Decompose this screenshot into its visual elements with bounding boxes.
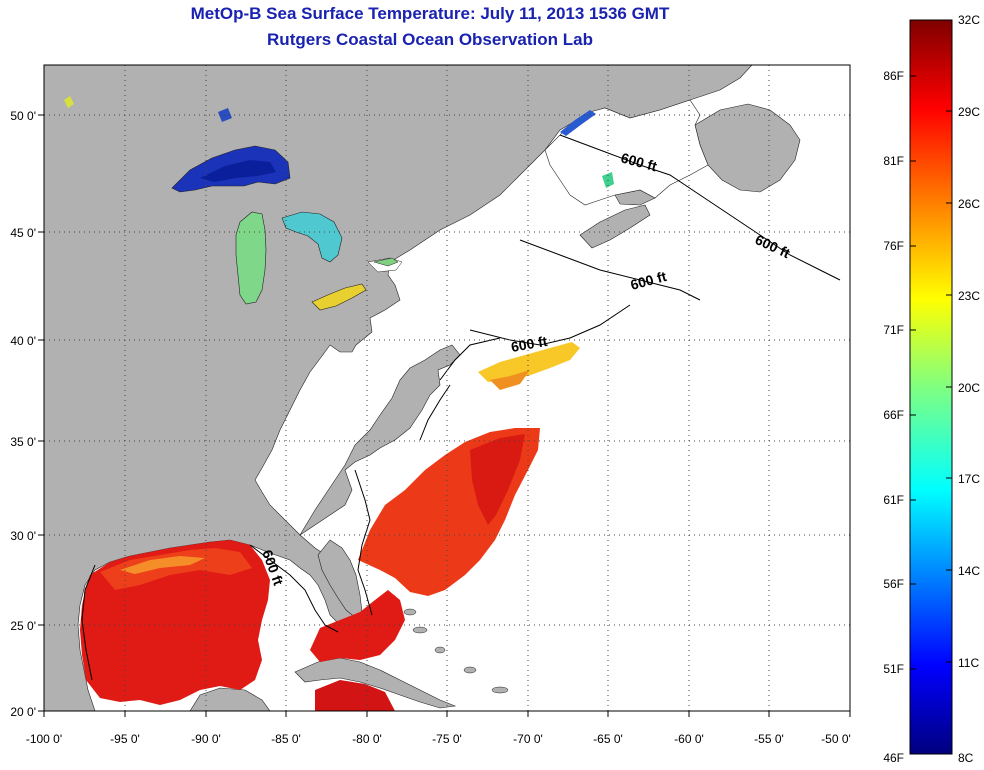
lake-michigan (235, 211, 267, 305)
x-tick-label: -95 0' (110, 732, 140, 746)
y-tick-label: 40 0' (10, 334, 36, 348)
plot-area (44, 65, 850, 711)
colorbar-celsius-label: 23C (958, 289, 980, 303)
gulf-stream-core (470, 434, 525, 525)
colorbar-celsius-label: 11C (958, 656, 979, 670)
colorbar-celsius-label: 32C (958, 13, 980, 27)
lake-huron (281, 211, 343, 263)
land-cuba (294, 657, 457, 709)
colorbar-celsius-label: 8C (958, 751, 974, 765)
gulf-sst-warm (100, 548, 252, 590)
y-axis: 50 0' 45 0' 40 0' 35 0' 30 0' 25 0' 20 0… (10, 109, 44, 719)
x-tick-label: -80 0' (352, 732, 382, 746)
x-tick-label: -85 0' (271, 732, 301, 746)
colorbar-fahrenheit-label: 71F (883, 323, 904, 337)
x-tick-label: -70 0' (513, 732, 543, 746)
contour-label: 600 ft (510, 333, 549, 355)
land-newfoundland (694, 103, 801, 193)
colorbar-fahrenheit-label: 46F (883, 751, 904, 765)
x-tick-label: -90 0' (191, 732, 221, 746)
y-tick-label: 30 0' (10, 529, 36, 543)
gulf-sst-cooler (120, 556, 205, 574)
shelf-sst-orange (490, 370, 530, 390)
colorbar-fahrenheit-label: 61F (883, 493, 904, 507)
map-subtitle: Rutgers Coastal Ocean Observation Lab (267, 30, 593, 49)
colorbar-celsius-label: 14C (958, 564, 980, 578)
colorbar-gradient (909, 19, 953, 755)
x-tick-label: -50 0' (821, 732, 851, 746)
map-title: MetOp-B Sea Surface Temperature: July 11… (190, 4, 670, 23)
caribbean-sst (315, 680, 395, 711)
gulf-st-lawrence (544, 99, 709, 206)
colorbar-celsius-label: 26C (958, 197, 980, 211)
land-yucatan (189, 687, 271, 711)
colorbar: 32C 29C 26C 23C 20C 17C 14C 11C 8C 86F 8… (883, 13, 980, 765)
colorbar-fahrenheit-label: 56F (883, 577, 904, 591)
colorbar-celsius-label: 17C (958, 472, 980, 486)
x-tick-label: -75 0' (432, 732, 462, 746)
colorbar-fahrenheit-label: 76F (883, 239, 904, 253)
shelf-sst-yellow (478, 342, 580, 382)
lake-winnipeg (64, 96, 74, 108)
colorbar-celsius-label: 20C (958, 381, 980, 395)
y-tick-label: 20 0' (10, 705, 36, 719)
y-tick-label: 45 0' (10, 226, 36, 240)
x-tick-label: -55 0' (754, 732, 784, 746)
st-lawrence-river (560, 110, 596, 136)
x-axis: -100 0' -95 0' -90 0' -85 0' -80 0' -75 … (26, 711, 851, 746)
x-tick-label: -60 0' (674, 732, 704, 746)
colorbar-celsius-label: 29C (958, 105, 980, 119)
y-tick-label: 50 0' (10, 109, 36, 123)
y-tick-label: 35 0' (10, 435, 36, 449)
lake-ontario (373, 257, 399, 267)
x-tick-label: -65 0' (593, 732, 623, 746)
lake-superior-deep (200, 160, 276, 182)
colorbar-fahrenheit-label: 86F (883, 69, 904, 83)
colorbar-fahrenheit-label: 81F (883, 154, 904, 168)
land-nova-scotia (579, 204, 651, 249)
colorbar-fahrenheit-label: 66F (883, 408, 904, 422)
colorbar-fahrenheit-label: 51F (883, 662, 904, 676)
isobath-600ft (81, 134, 841, 681)
x-tick-label: -100 0' (26, 732, 62, 746)
straits-sst (310, 590, 405, 662)
lake-erie (311, 283, 367, 311)
y-tick-label: 25 0' (10, 619, 36, 633)
